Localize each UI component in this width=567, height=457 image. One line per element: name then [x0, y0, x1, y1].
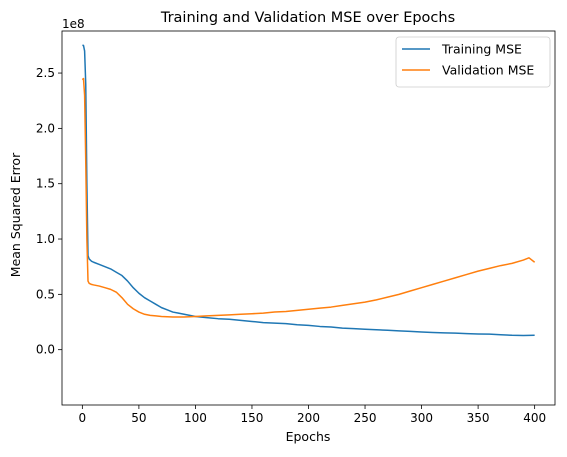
x-tick-label: 150: [241, 411, 264, 425]
x-tick-label: 200: [297, 411, 320, 425]
y-axis-offset-label: 1e8: [62, 17, 85, 31]
chart-title: Training and Validation MSE over Epochs: [160, 10, 455, 26]
legend-box: [395, 36, 551, 88]
y-tick-label: 2.0: [36, 121, 55, 135]
y-tick-label: 0.0: [36, 343, 55, 357]
x-tick-label: 50: [131, 411, 146, 425]
x-tick-label: 250: [354, 411, 377, 425]
y-tick-label: 1.0: [36, 232, 55, 246]
legend-label-training-mse: Training MSE: [441, 42, 522, 57]
y-axis-label: Mean Squared Error: [8, 152, 23, 277]
series-line-training-mse: [82, 44, 535, 337]
x-tick-label: 0: [79, 411, 87, 425]
y-tick-label: 1.5: [36, 177, 55, 191]
plot-area: 0 50 100 150 200 250 300 350 400 0.0 0.5 1.0 1.5 2.0 2…: [36, 30, 556, 425]
y-tick-label: 2.5: [36, 66, 55, 80]
x-tick-label: 400: [523, 411, 546, 425]
x-tick-label: 300: [410, 411, 433, 425]
x-axis-label: Epochs: [286, 429, 331, 444]
legend-label-validation-mse: Validation MSE: [442, 63, 534, 78]
x-tick-label: 100: [184, 411, 207, 425]
series-line-validation-mse: [81, 77, 536, 318]
legend: Training MSE Validation MSE: [395, 36, 551, 88]
x-tick-label: 350: [467, 411, 490, 425]
y-tick-label: 0.5: [36, 287, 55, 301]
